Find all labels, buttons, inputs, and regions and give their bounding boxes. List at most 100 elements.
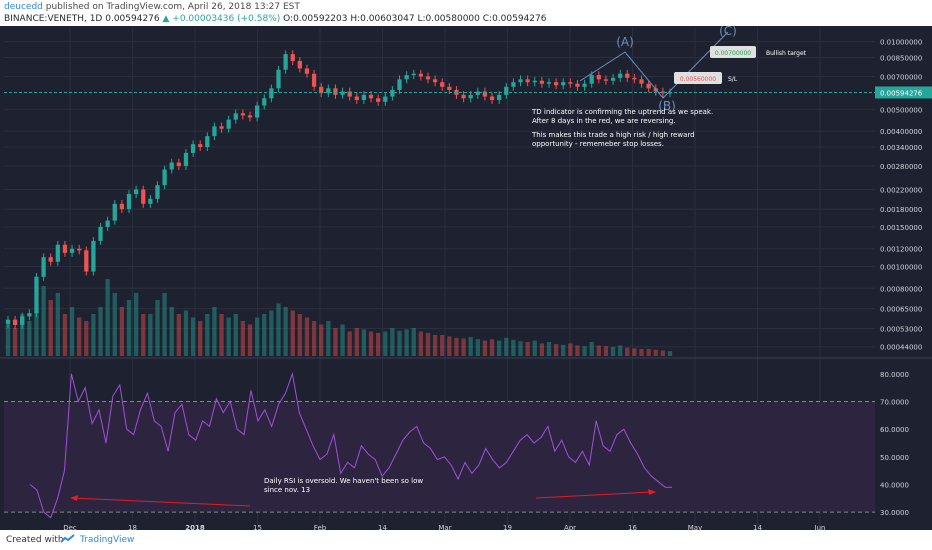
volume-bar xyxy=(404,329,409,356)
rsi-arrow-left xyxy=(71,497,251,507)
price-tick-label: 0.00053000 xyxy=(880,326,922,334)
rsi-tick-label: 60.0000 xyxy=(880,426,909,434)
volume-bar xyxy=(34,307,39,356)
candle-body xyxy=(262,98,267,106)
close-value: C:0.00594276 xyxy=(482,14,547,24)
volume-bar xyxy=(226,317,231,356)
candle-body xyxy=(397,79,402,90)
volume-bar xyxy=(625,347,630,356)
volume-bar xyxy=(383,331,388,356)
open-value: O:0.00592203 xyxy=(283,14,348,24)
candle-body xyxy=(169,162,174,170)
volume-bar xyxy=(162,293,167,356)
candle-body xyxy=(219,126,224,129)
volume-bar xyxy=(183,310,189,356)
candle-body xyxy=(553,82,559,86)
volume-bar xyxy=(482,340,488,356)
time-tick-label: 2018 xyxy=(185,524,205,530)
volume-bar xyxy=(489,339,495,356)
volume-bar xyxy=(27,321,32,356)
stop-label: S/L xyxy=(728,76,738,83)
price-tick-label: 0.00220000 xyxy=(880,187,922,195)
candle-body xyxy=(290,54,295,62)
candle-body xyxy=(497,94,502,101)
candle-body xyxy=(432,79,438,83)
rsi-tick-label: 70.0000 xyxy=(880,399,909,407)
stop-box xyxy=(674,72,722,84)
volume-bar xyxy=(212,307,217,356)
time-tick-label: 14 xyxy=(378,524,387,530)
candle-body xyxy=(568,82,573,84)
volume-bar xyxy=(48,300,53,356)
volume-bar xyxy=(504,337,509,356)
wave-path xyxy=(579,31,729,99)
volume-bar xyxy=(582,346,587,356)
last-price-tag-label: 0.00594276 xyxy=(880,89,923,97)
candle-body xyxy=(468,94,473,99)
volume-bar xyxy=(354,328,359,356)
volume-bar xyxy=(575,345,580,356)
volume-bar xyxy=(596,345,601,356)
price-tick-label: 0.00500000 xyxy=(880,106,922,114)
candle-body xyxy=(269,88,274,99)
volume-bar xyxy=(205,314,210,356)
volume-bar xyxy=(262,314,267,356)
candle-body xyxy=(77,248,82,251)
td-note-line: After 8 days in the red, we are reversin… xyxy=(532,117,676,125)
chart-canvas[interactable]: 0.01000000 0.00850000 0.00700000 0.00500000… xyxy=(0,26,932,530)
candle-body xyxy=(205,136,210,148)
candle-body xyxy=(41,257,46,277)
candle-body xyxy=(212,126,217,137)
volume-bar xyxy=(319,324,324,356)
time-tick-label: Apr xyxy=(564,524,576,530)
volume-bar xyxy=(247,324,253,356)
volume-bar xyxy=(133,293,139,356)
candle-body xyxy=(625,73,630,78)
candle-body xyxy=(91,240,96,272)
author-link[interactable]: deucedd xyxy=(4,2,43,12)
tradingview-brand[interactable]: TradingView xyxy=(80,535,135,545)
candle-body xyxy=(482,91,488,97)
volume-bar xyxy=(198,321,203,356)
candle-body xyxy=(532,80,537,83)
rsi-arrowhead-right xyxy=(648,489,656,495)
candle-body xyxy=(411,73,416,76)
publish-info: published on TradingView.com, April 26, … xyxy=(45,2,300,12)
volume-bar xyxy=(119,307,125,356)
volume-bar xyxy=(347,331,352,356)
volume-bar xyxy=(55,293,60,356)
volume-bar xyxy=(141,314,146,356)
volume-bar xyxy=(361,329,367,356)
created-with-label: Created with xyxy=(6,535,64,545)
volume-bar xyxy=(5,321,11,356)
candle-body xyxy=(589,75,594,84)
candle-body xyxy=(12,319,18,325)
volume-bar xyxy=(62,314,68,356)
candle-body xyxy=(390,89,395,97)
volume-bar xyxy=(376,332,381,356)
candle-body xyxy=(582,83,587,87)
volume-bar xyxy=(290,310,295,356)
chart-header: deucedd published on TradingView.com, Ap… xyxy=(0,0,932,26)
candle-body xyxy=(404,75,409,80)
candle-body xyxy=(575,83,580,87)
volume-bar xyxy=(589,342,594,356)
candle-body xyxy=(326,88,331,94)
volume-bar xyxy=(276,303,281,356)
volume-bar xyxy=(511,339,516,356)
symbol-line: BINANCE:VENETH, 1D 0.00594276 ▲ +0.00003… xyxy=(4,14,546,24)
high-value: H:0.00603047 xyxy=(350,14,415,24)
candle-body xyxy=(368,94,374,99)
volume-bar xyxy=(468,337,473,356)
candle-body xyxy=(34,276,39,314)
candle-body xyxy=(418,73,423,77)
volume-bar xyxy=(84,321,89,356)
candle-body xyxy=(639,79,644,84)
candle-body xyxy=(447,86,452,90)
rsi-tick-label: 40.0000 xyxy=(880,482,909,490)
volume-bar xyxy=(525,342,530,356)
volume-bar xyxy=(340,324,345,356)
price-tick-label: 0.00700000 xyxy=(880,73,922,81)
time-tick-label: Feb xyxy=(314,524,327,530)
time-tick-label: Jun xyxy=(814,524,826,530)
